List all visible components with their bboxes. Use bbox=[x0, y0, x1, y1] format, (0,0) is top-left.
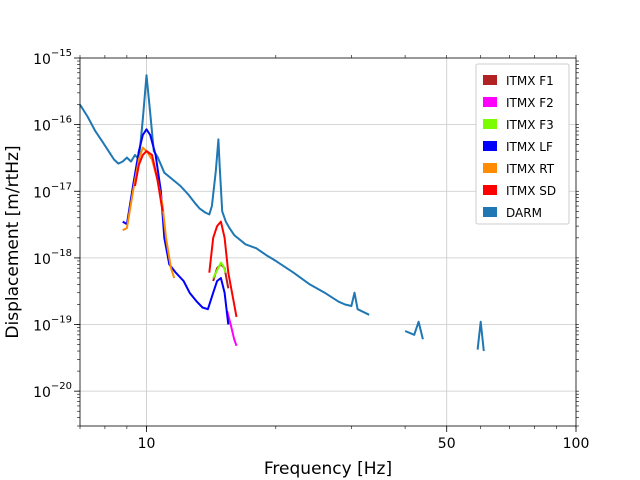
y-axis-title: Displacement [m/rtHz] bbox=[3, 145, 23, 338]
legend-label: ITMX F3 bbox=[506, 118, 554, 132]
legend-swatch bbox=[483, 97, 497, 107]
y-tick-label: 10−15 bbox=[33, 48, 72, 68]
legend-swatch bbox=[483, 119, 497, 129]
series-line-itmx-f2 bbox=[226, 310, 238, 347]
legend-swatch bbox=[483, 185, 497, 195]
legend-swatch bbox=[483, 207, 497, 217]
series-line-darm bbox=[404, 320, 424, 340]
series-layer bbox=[79, 74, 485, 352]
series-line-itmx-f3 bbox=[212, 261, 227, 279]
legend-label: DARM bbox=[506, 206, 542, 220]
legend-label: ITMX RT bbox=[506, 162, 555, 176]
y-tick-label: 10−18 bbox=[33, 248, 72, 268]
legend-label: ITMX SD bbox=[506, 184, 556, 198]
legend-label: ITMX F2 bbox=[506, 96, 554, 110]
x-tick-label: 50 bbox=[438, 436, 456, 452]
series-line-itmx-lf bbox=[122, 128, 230, 325]
axis-ticks: 10 50 100 10−15 10−16 10−17 10−18 10−19 10−20 bbox=[33, 48, 589, 452]
y-tick-label: 10−17 bbox=[33, 181, 72, 201]
legend: ITMX F1 ITMX F2 ITMX F3 ITMX LF ITMX RT ITMX … bbox=[475, 63, 570, 225]
x-tick-label: 100 bbox=[563, 436, 590, 452]
y-tick-label: 10−20 bbox=[33, 381, 72, 401]
legend-swatch bbox=[483, 75, 497, 85]
grid bbox=[80, 58, 576, 426]
series-line-darm bbox=[476, 320, 485, 352]
legend-label: ITMX LF bbox=[506, 140, 553, 154]
series-line-itmx-sd bbox=[208, 220, 238, 318]
legend-swatch bbox=[483, 163, 497, 173]
legend-label: ITMX F1 bbox=[506, 74, 554, 88]
y-tick-label: 10−19 bbox=[33, 315, 72, 335]
legend-swatch bbox=[483, 141, 497, 151]
series-line-itmx-sd bbox=[134, 150, 164, 212]
series-line-itmx-rt bbox=[122, 146, 176, 279]
x-axis-title: Frequency [Hz] bbox=[264, 459, 392, 479]
plot-frame bbox=[79, 57, 577, 427]
x-tick-label: 10 bbox=[138, 436, 156, 452]
series-line-darm bbox=[79, 74, 370, 316]
y-tick-label: 10−16 bbox=[33, 115, 72, 135]
legend-box bbox=[475, 63, 570, 225]
